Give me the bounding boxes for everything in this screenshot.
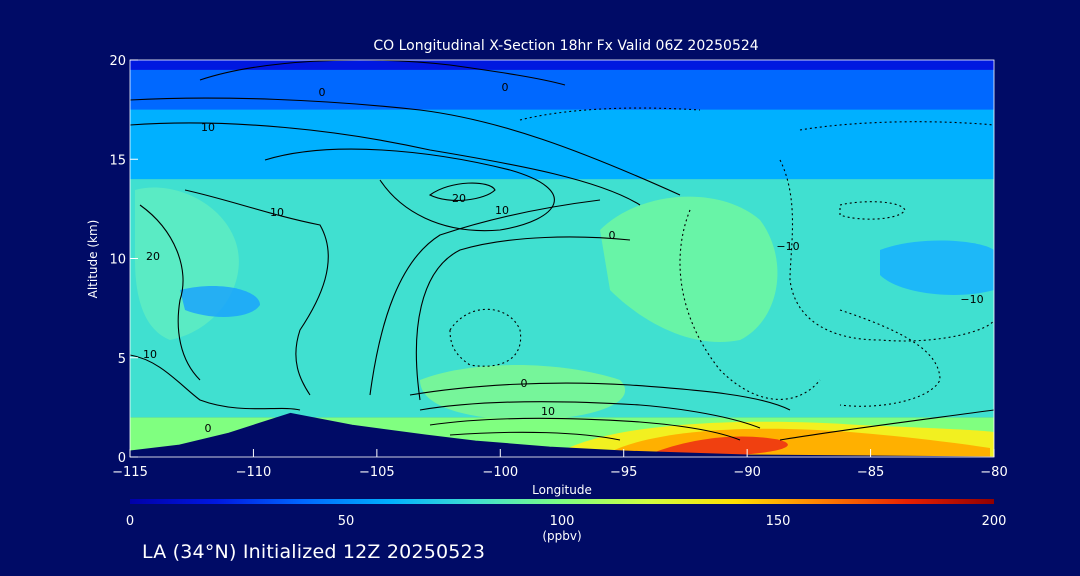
x-axis-label: Longitude bbox=[532, 483, 592, 497]
contour-label: 10 bbox=[201, 121, 215, 134]
contour-label: 20 bbox=[452, 192, 466, 205]
contour-line-dotted bbox=[839, 201, 906, 220]
colorbar-tick-label: 50 bbox=[338, 514, 355, 529]
contour-line bbox=[139, 204, 201, 381]
green-patch-south bbox=[420, 365, 626, 420]
contour-line bbox=[415, 236, 631, 401]
x-tick-label: −100 bbox=[482, 465, 518, 480]
y-axis: 0 5 10 15 20 bbox=[109, 54, 138, 466]
contour-label: 0 bbox=[319, 86, 326, 99]
contour-label: 0 bbox=[609, 229, 616, 242]
contour-line bbox=[779, 409, 994, 441]
contour-line bbox=[409, 382, 791, 411]
contour-label: 10 bbox=[270, 206, 284, 219]
plot-area bbox=[130, 60, 994, 457]
y-tick-label: 10 bbox=[109, 253, 126, 268]
high-co-plume bbox=[560, 421, 994, 457]
contour-labels: 0 10 20 10 20 10 0 −10 −10 10 0 10 0 0 bbox=[143, 81, 984, 435]
blue-patch-mid bbox=[180, 285, 260, 317]
plume-red bbox=[650, 436, 788, 455]
contour-line-dotted bbox=[519, 107, 701, 121]
contour-label: 0 bbox=[502, 81, 509, 94]
contour-lines bbox=[130, 60, 994, 441]
contour-label: 10 bbox=[143, 348, 157, 361]
contour-line bbox=[130, 354, 301, 411]
contour-line-dotted bbox=[779, 159, 994, 342]
contour-line-dotted bbox=[679, 209, 821, 400]
y-tick-label: 15 bbox=[109, 153, 126, 168]
contour-label: −10 bbox=[776, 240, 799, 253]
contour-line-dotted bbox=[449, 308, 522, 367]
contour-line bbox=[130, 97, 681, 196]
contour-line bbox=[199, 60, 566, 86]
x-tick-label: −115 bbox=[112, 465, 148, 480]
co-band bbox=[130, 109, 994, 180]
colorbar-tick-label: 200 bbox=[982, 514, 1007, 529]
contour-line-dotted bbox=[839, 309, 941, 407]
colorbar-tick-label: 100 bbox=[550, 514, 575, 529]
blue-patch-east bbox=[880, 240, 994, 295]
contour-line bbox=[419, 401, 761, 429]
contour-line bbox=[369, 199, 601, 396]
colorbar-tick-label: 150 bbox=[766, 514, 791, 529]
contour-label: 20 bbox=[146, 250, 160, 263]
contour-label: 10 bbox=[495, 204, 509, 217]
x-tick-label: −80 bbox=[980, 465, 1007, 480]
location-init-label: LA (34°N) Initialized 12Z 20250523 bbox=[142, 541, 486, 563]
contour-line bbox=[264, 148, 555, 232]
y-tick-label: 0 bbox=[118, 451, 126, 466]
y-tick-label: 20 bbox=[109, 54, 126, 69]
x-tick-label: −110 bbox=[236, 465, 272, 480]
contour-line bbox=[428, 182, 496, 201]
x-tick-label: −105 bbox=[359, 465, 395, 480]
x-tick-label: −90 bbox=[733, 465, 760, 480]
contour-line bbox=[449, 431, 621, 441]
colorbar-tick-label: 0 bbox=[126, 514, 134, 529]
x-tick-label: −85 bbox=[857, 465, 884, 480]
contour-line bbox=[429, 417, 741, 441]
x-axis: −115 −110 −105 −100 −95 −90 −85 −80 bbox=[112, 449, 1008, 480]
contour-label: 0 bbox=[205, 422, 212, 435]
contour-line bbox=[130, 122, 641, 206]
chart-title: CO Longitudinal X-Section 18hr Fx Valid … bbox=[373, 38, 758, 54]
y-tick-label: 5 bbox=[118, 352, 126, 367]
x-tick-label: −95 bbox=[610, 465, 637, 480]
contour-label: 0 bbox=[521, 377, 528, 390]
contour-line bbox=[184, 189, 329, 396]
colorbar-ticks: 0 50 100 150 200 bbox=[126, 514, 1007, 529]
y-axis-label: Altitude (km) bbox=[86, 220, 100, 299]
green-patch-east bbox=[600, 196, 778, 342]
co-band bbox=[130, 60, 994, 70]
contour-label: 10 bbox=[541, 405, 555, 418]
contour-label: −10 bbox=[960, 293, 983, 306]
concentration-patches bbox=[135, 187, 994, 420]
colorbar-unit-label: (ppbv) bbox=[542, 529, 581, 543]
co-band bbox=[130, 69, 994, 110]
colorbar bbox=[130, 499, 994, 504]
